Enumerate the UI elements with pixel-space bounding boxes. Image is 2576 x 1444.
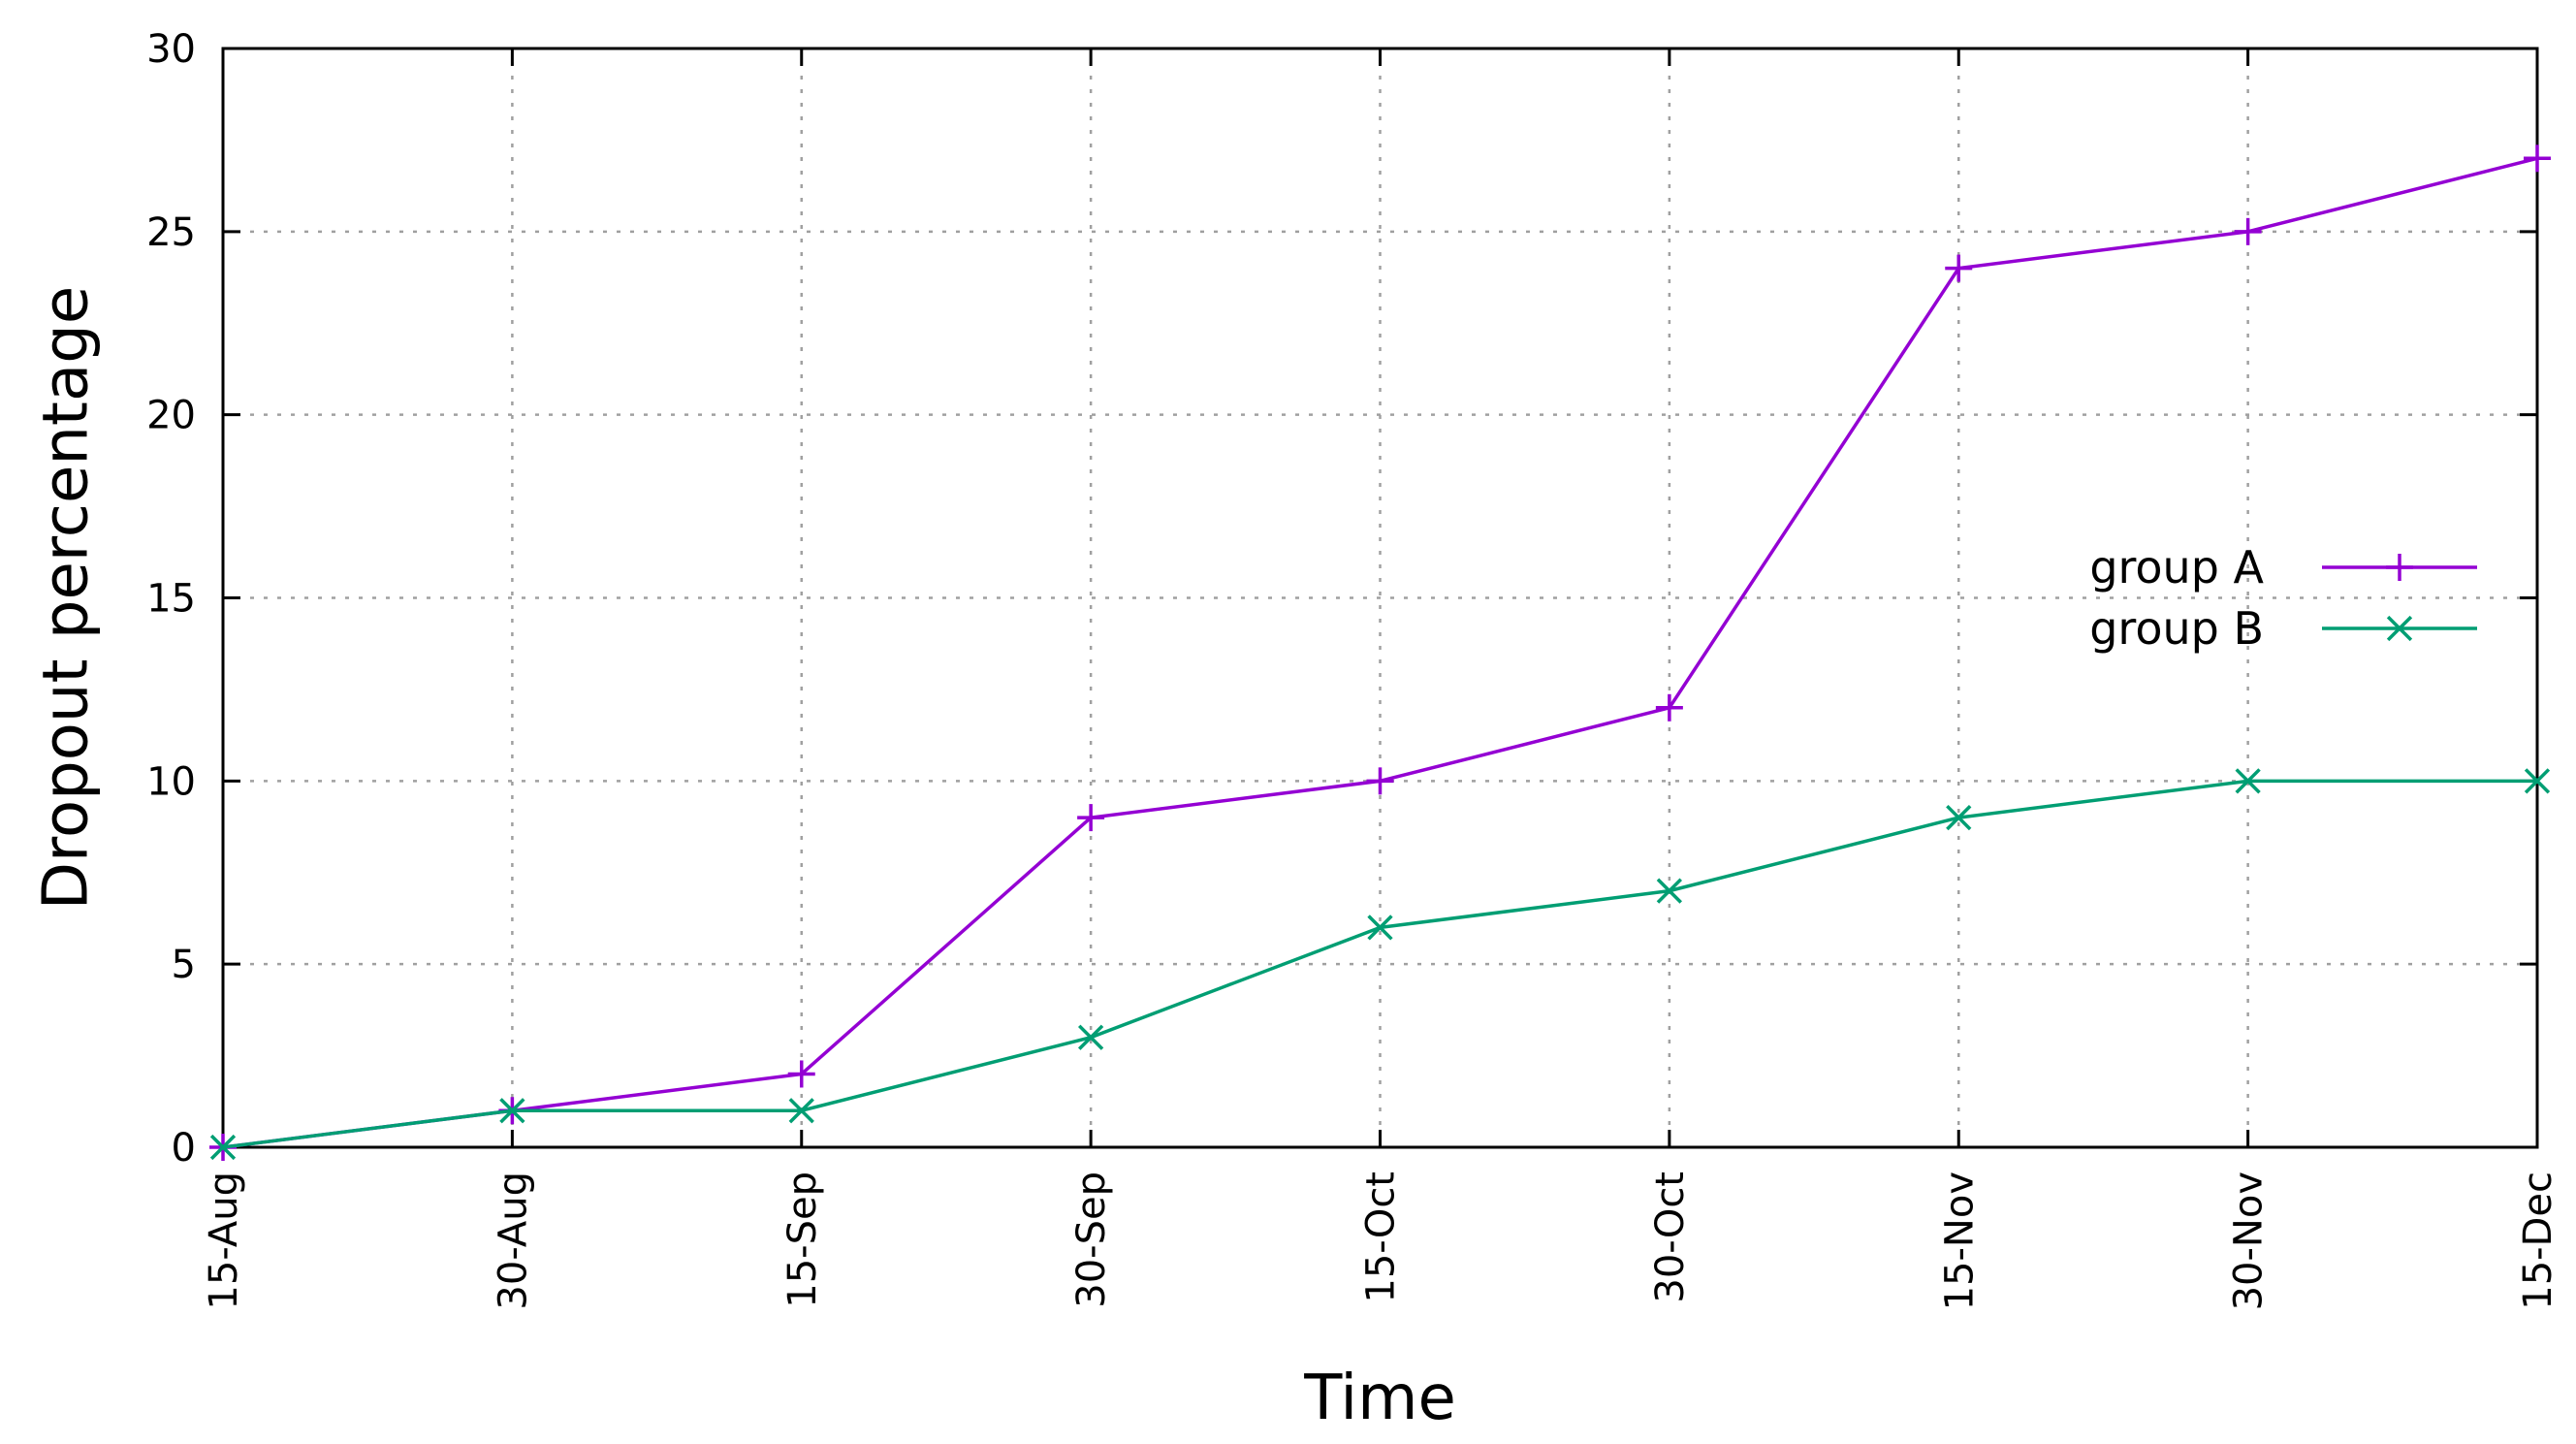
legend-marker xyxy=(2386,615,2413,642)
x-tick-label: 30-Sep xyxy=(1069,1171,1114,1308)
legend-item-group-a: group A xyxy=(2089,541,2477,594)
y-tick-label: 30 xyxy=(146,27,196,72)
y-axis-label: Dropout percentage xyxy=(31,286,103,910)
series-group-b xyxy=(209,768,2551,1161)
legend-label: group B xyxy=(2089,602,2264,655)
legend: group A group B xyxy=(2089,541,2477,655)
data-point-group-b xyxy=(1656,878,1683,904)
x-axis-label: Time xyxy=(1303,1363,1456,1434)
x-tick-label: 30-Aug xyxy=(491,1171,535,1310)
data-point-group-a xyxy=(787,1060,815,1088)
series-group-a xyxy=(209,144,2551,1161)
y-tick-label: 25 xyxy=(146,210,196,255)
data-point-group-a xyxy=(1655,693,1683,722)
x-tick-label: 30-Nov xyxy=(2227,1171,2272,1310)
data-point-group-b xyxy=(2524,768,2551,794)
series-layer xyxy=(209,144,2551,1161)
data-point-group-a xyxy=(1945,254,1973,282)
y-tick-label: 0 xyxy=(172,1126,196,1171)
y-tick-labels: 0 5 10 15 20 25 30 xyxy=(146,27,196,1171)
legend-label: group A xyxy=(2089,541,2264,594)
grid-lines xyxy=(223,48,2537,1147)
x-tick-label: 15-Oct xyxy=(1359,1171,1404,1303)
y-tick-label: 20 xyxy=(146,394,196,438)
data-point-group-a xyxy=(2524,144,2551,173)
x-tick-label: 15-Dec xyxy=(2516,1171,2560,1310)
data-point-group-a xyxy=(1077,804,1105,832)
data-point-group-b xyxy=(499,1098,525,1124)
data-point-group-b xyxy=(1077,1024,1104,1050)
data-point-group-b xyxy=(1946,804,1972,831)
y-tick-label: 5 xyxy=(172,943,196,987)
plot-frame xyxy=(221,47,2539,1149)
x-tick-label: 30-Oct xyxy=(1648,1171,1693,1303)
x-tick-labels: 15-Aug 30-Aug 15-Sep 30-Sep 15-Oct 30-Oct 15-N… xyxy=(202,1171,2560,1310)
y-tick-label: 10 xyxy=(146,759,196,804)
data-point-group-a xyxy=(2234,217,2262,245)
data-point-group-b xyxy=(209,1134,237,1161)
data-point-group-b xyxy=(1367,915,1393,941)
data-point-group-a xyxy=(1366,767,1394,795)
y-tick-label: 15 xyxy=(146,577,196,622)
x-tick-label: 15-Sep xyxy=(780,1171,825,1308)
x-tick-label: 15-Nov xyxy=(1937,1171,1982,1310)
x-tick-label: 15-Aug xyxy=(202,1171,246,1310)
legend-item-group-b: group B xyxy=(2089,602,2477,655)
data-point-group-b xyxy=(788,1098,814,1124)
legend-marker xyxy=(2386,554,2413,581)
data-point-group-b xyxy=(2235,768,2261,794)
